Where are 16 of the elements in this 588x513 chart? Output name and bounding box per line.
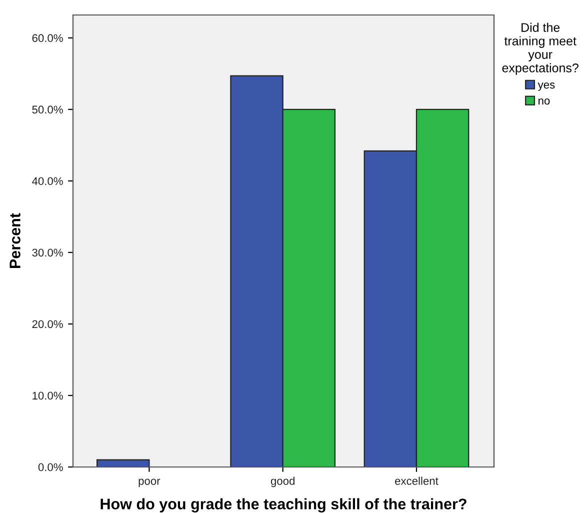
legend-label: yes — [538, 82, 555, 91]
y-tick-label: 20.0% — [32, 320, 63, 328]
y-tick-label: 40.0% — [32, 177, 63, 186]
x-tick-label: poor — [138, 478, 160, 488]
legend-title: Did the training meet your expectations? — [502, 22, 578, 75]
legend-label: no — [538, 98, 550, 105]
y-axis-title: Percent — [10, 213, 20, 268]
x-tick-label: good — [270, 476, 294, 488]
y-tick-label: 60.0% — [32, 34, 63, 42]
y-tick-label: 10.0% — [32, 392, 63, 400]
x-tick-label: excellent — [395, 476, 438, 485]
x-axis-title: How do you grade the teaching skill of the trainer? — [100, 498, 466, 512]
y-tick-label: 50.0% — [32, 106, 63, 114]
y-tick-label: 30.0% — [32, 248, 63, 257]
y-tick-label: 0.0% — [38, 463, 63, 472]
bar — [96, 459, 150, 467]
